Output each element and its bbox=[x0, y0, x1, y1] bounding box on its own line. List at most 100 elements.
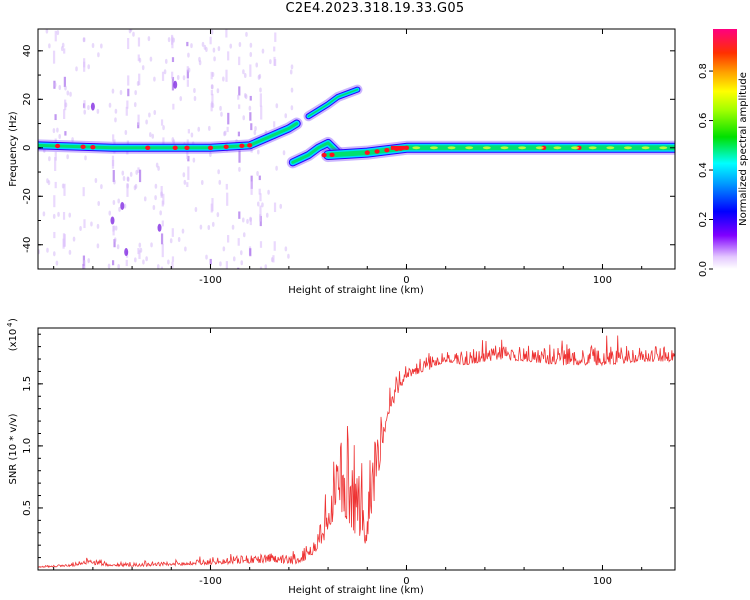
noise-streak bbox=[162, 137, 165, 149]
noise-speckle bbox=[179, 96, 183, 102]
noise-speckle bbox=[238, 166, 241, 172]
noise-streak bbox=[63, 76, 66, 87]
noise-streak bbox=[63, 109, 66, 120]
noise-speckle bbox=[182, 172, 186, 178]
noise-streak bbox=[137, 54, 140, 61]
noise-streak bbox=[226, 192, 229, 206]
noise-speckle bbox=[244, 94, 248, 100]
noise-streak bbox=[112, 230, 115, 236]
noise-streak bbox=[274, 59, 277, 67]
noise-speckle bbox=[87, 258, 91, 264]
noise-speckle bbox=[167, 259, 170, 265]
noise-speckle bbox=[71, 137, 74, 143]
noise-speckle bbox=[66, 154, 69, 160]
noise-speckle bbox=[57, 211, 60, 217]
noise-speckle bbox=[205, 46, 208, 52]
noise-speckle bbox=[245, 31, 248, 37]
noise-speckle bbox=[212, 47, 216, 53]
noise-speckle bbox=[114, 117, 117, 123]
noise-streak bbox=[226, 126, 229, 133]
noise-speckle bbox=[290, 105, 294, 111]
noise-speckle bbox=[90, 221, 93, 227]
noise-speckle bbox=[216, 88, 220, 94]
noise-speckle bbox=[97, 52, 100, 58]
noise-speckle bbox=[222, 76, 225, 82]
noise-speckle bbox=[143, 196, 147, 202]
noise-speckle bbox=[211, 221, 215, 227]
noise-speckle bbox=[216, 212, 220, 218]
trace-peak bbox=[90, 144, 96, 150]
snr-line bbox=[38, 335, 675, 569]
trace-peak bbox=[239, 143, 245, 149]
noise-speckle bbox=[53, 82, 57, 88]
noise-speckle bbox=[261, 202, 264, 208]
snr-multiplier-base: (x10 bbox=[8, 329, 19, 352]
noise-streak bbox=[127, 38, 130, 50]
noise-speckle bbox=[96, 223, 100, 229]
noise-streak bbox=[211, 93, 214, 104]
noise-streak bbox=[125, 259, 128, 267]
noise-speckle bbox=[242, 69, 245, 75]
trace-peak bbox=[384, 148, 390, 153]
trace-peak bbox=[184, 145, 190, 150]
noise-speckle bbox=[287, 253, 290, 259]
noise-streak bbox=[249, 95, 252, 101]
noise-speckle bbox=[96, 108, 100, 114]
noise-speckle bbox=[282, 150, 286, 156]
trace-highlight bbox=[429, 146, 438, 150]
noise-streak bbox=[225, 183, 228, 190]
noise-speckle bbox=[275, 165, 278, 171]
y-tick-label: 40 bbox=[22, 44, 33, 57]
trace-highlight bbox=[465, 146, 474, 150]
noise-streak bbox=[138, 73, 141, 86]
noise-streak bbox=[83, 219, 86, 229]
noise-speckle bbox=[113, 237, 117, 243]
noise-speckle bbox=[150, 242, 153, 248]
svg-text:): ) bbox=[8, 318, 19, 322]
noise-streak bbox=[186, 182, 189, 188]
trace-peak bbox=[247, 143, 253, 148]
noise-speckle bbox=[242, 115, 246, 121]
y-tick-label: -40 bbox=[22, 237, 33, 253]
noise-streak bbox=[138, 169, 142, 183]
noise-speckle bbox=[69, 91, 72, 97]
noise-speckle bbox=[91, 42, 95, 48]
trace-highlight bbox=[571, 146, 580, 150]
noise-streak bbox=[186, 66, 189, 72]
spectrogram-frame bbox=[37, 28, 676, 270]
noise-streak bbox=[259, 193, 262, 202]
trace-peak bbox=[207, 145, 214, 150]
figure-title: C2E4.2023.318.19.33.G05 bbox=[285, 1, 465, 16]
x-tick-label: -100 bbox=[199, 576, 222, 587]
noise-speckle bbox=[167, 37, 171, 43]
noise-streak bbox=[171, 36, 174, 49]
noise-speckle bbox=[148, 112, 151, 118]
y-tick-label: 0 bbox=[22, 145, 33, 151]
noise-streak bbox=[273, 202, 277, 213]
noise-speckle bbox=[55, 260, 59, 266]
snr-multiplier: (x10 4 ) bbox=[6, 318, 19, 351]
x-tick-label: -100 bbox=[199, 275, 222, 286]
noise-streak bbox=[126, 140, 130, 147]
spectrogram-trace bbox=[286, 136, 344, 169]
noise-streak bbox=[260, 105, 263, 120]
noise-speckle bbox=[265, 212, 269, 218]
noise-streak bbox=[187, 129, 190, 134]
colorbar-gradient bbox=[713, 29, 737, 269]
noise-speckle bbox=[193, 96, 197, 102]
noise-streak bbox=[138, 250, 141, 259]
noise-speckle bbox=[279, 203, 283, 209]
noise-streak bbox=[161, 71, 165, 81]
noise-speckle bbox=[238, 42, 242, 48]
noise-streak bbox=[160, 266, 164, 269]
noise-streak bbox=[111, 155, 115, 169]
noise-speckle bbox=[132, 31, 135, 37]
noise-speckle bbox=[217, 169, 220, 175]
noise-speckle bbox=[210, 29, 214, 35]
noise-streak bbox=[237, 94, 240, 100]
noise-streak bbox=[259, 266, 263, 269]
noise-speckle bbox=[229, 43, 233, 49]
noise-streak bbox=[210, 71, 213, 80]
noise-streak bbox=[126, 100, 129, 109]
